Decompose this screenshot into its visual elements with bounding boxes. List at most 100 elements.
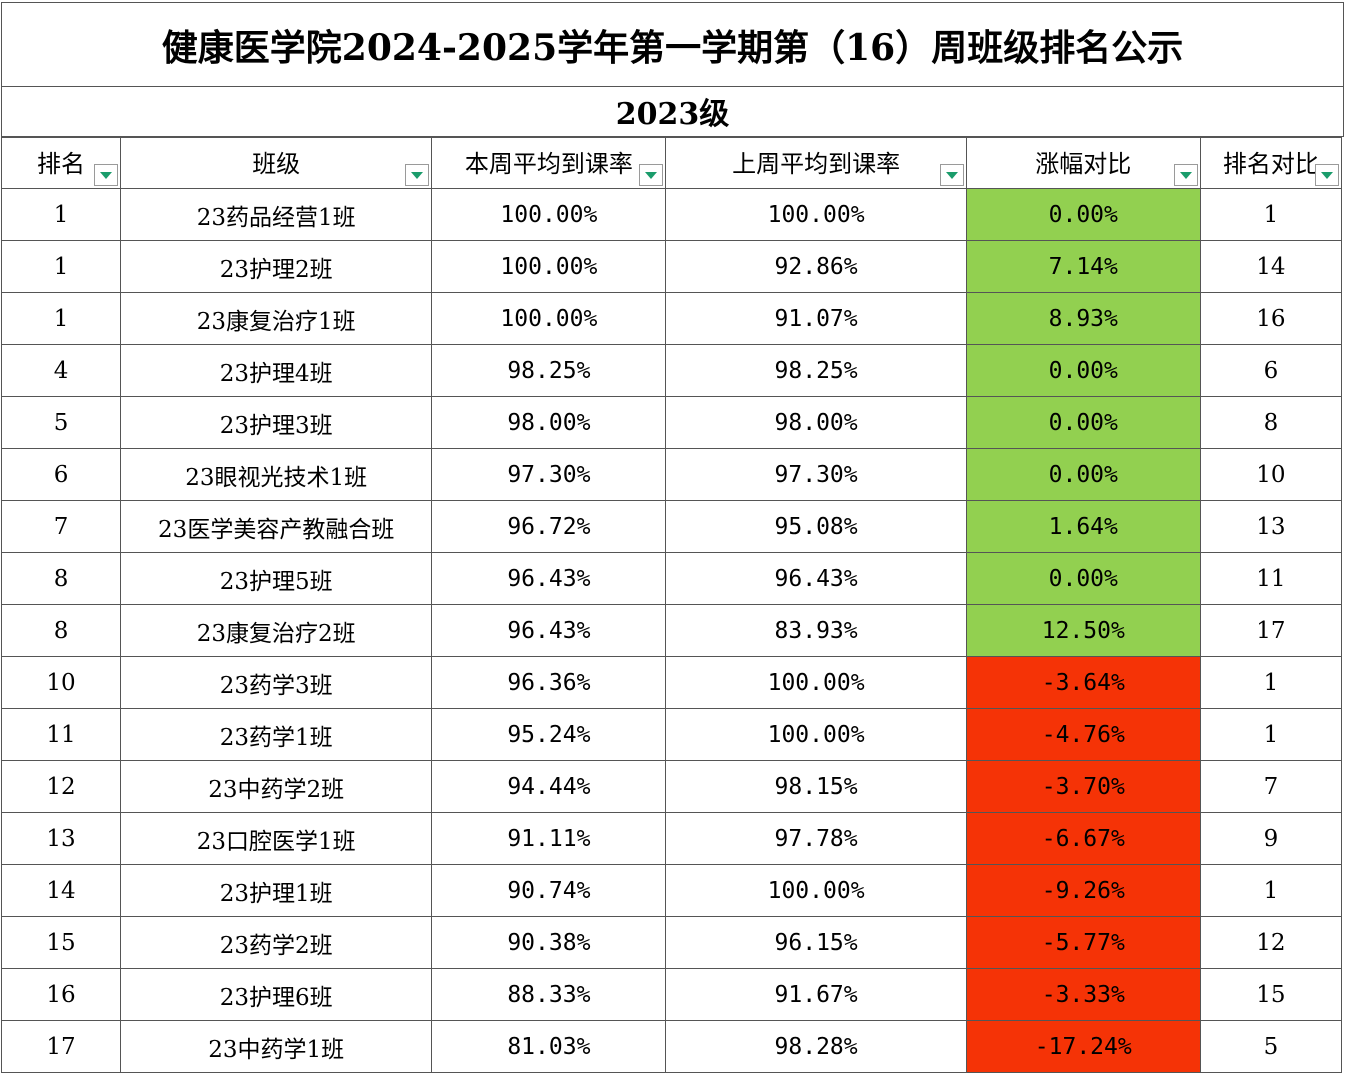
cell-change[interactable]: -3.64%: [965, 656, 1201, 709]
cell-rank-compare[interactable]: 17: [1199, 604, 1343, 657]
cell-rank-compare[interactable]: 15: [1199, 968, 1343, 1021]
cell-rank[interactable]: 5: [0, 396, 122, 449]
cell-change[interactable]: -3.33%: [965, 968, 1201, 1021]
cell-this-week[interactable]: 96.72%: [431, 500, 667, 553]
cell-class[interactable]: 23护理1班: [120, 864, 433, 917]
cell-this-week[interactable]: 81.03%: [431, 1020, 667, 1073]
cell-rank[interactable]: 14: [0, 864, 122, 917]
cell-this-week[interactable]: 96.43%: [431, 552, 667, 605]
cell-rank[interactable]: 15: [0, 916, 122, 969]
cell-rank-compare[interactable]: 10: [1199, 448, 1343, 501]
cell-rank-compare[interactable]: 13: [1199, 500, 1343, 553]
cell-class[interactable]: 23药品经营1班: [120, 188, 433, 241]
cell-class[interactable]: 23眼视光技术1班: [120, 448, 433, 501]
filter-dropdown-button[interactable]: [1173, 164, 1198, 186]
filter-dropdown-button[interactable]: [94, 164, 119, 186]
cell-last-week[interactable]: 100.00%: [665, 864, 967, 917]
cell-this-week[interactable]: 97.30%: [431, 448, 667, 501]
filter-dropdown-button[interactable]: [939, 164, 964, 186]
cell-change[interactable]: 0.00%: [965, 448, 1201, 501]
cell-last-week[interactable]: 98.28%: [665, 1020, 967, 1073]
cell-last-week[interactable]: 100.00%: [665, 656, 967, 709]
cell-change[interactable]: -9.26%: [965, 864, 1201, 917]
cell-rank-compare[interactable]: 9: [1199, 812, 1343, 865]
cell-this-week[interactable]: 96.43%: [431, 604, 667, 657]
cell-change[interactable]: -3.70%: [965, 760, 1201, 813]
cell-rank[interactable]: 4: [0, 344, 122, 397]
cell-last-week[interactable]: 91.67%: [665, 968, 967, 1021]
cell-this-week[interactable]: 100.00%: [431, 188, 667, 241]
cell-rank[interactable]: 13: [0, 812, 122, 865]
cell-rank-compare[interactable]: 8: [1199, 396, 1343, 449]
cell-rank-compare[interactable]: 1: [1199, 708, 1343, 761]
filter-dropdown-button[interactable]: [1315, 164, 1339, 186]
cell-last-week[interactable]: 96.43%: [665, 552, 967, 605]
cell-rank[interactable]: 11: [0, 708, 122, 761]
cell-this-week[interactable]: 88.33%: [431, 968, 667, 1021]
cell-last-week[interactable]: 98.25%: [665, 344, 967, 397]
cell-class[interactable]: 23药学1班: [120, 708, 433, 761]
cell-rank[interactable]: 8: [0, 552, 122, 605]
cell-last-week[interactable]: 98.00%: [665, 396, 967, 449]
cell-rank[interactable]: 16: [0, 968, 122, 1021]
cell-rank-compare[interactable]: 5: [1199, 1020, 1343, 1073]
cell-class[interactable]: 23药学3班: [120, 656, 433, 709]
cell-change[interactable]: 1.64%: [965, 500, 1201, 553]
cell-rank-compare[interactable]: 1: [1199, 864, 1343, 917]
cell-this-week[interactable]: 90.38%: [431, 916, 667, 969]
filter-dropdown-button[interactable]: [405, 164, 430, 186]
cell-last-week[interactable]: 100.00%: [665, 708, 967, 761]
cell-this-week[interactable]: 98.00%: [431, 396, 667, 449]
cell-this-week[interactable]: 96.36%: [431, 656, 667, 709]
cell-last-week[interactable]: 83.93%: [665, 604, 967, 657]
cell-rank-compare[interactable]: 11: [1199, 552, 1343, 605]
cell-rank[interactable]: 12: [0, 760, 122, 813]
cell-this-week[interactable]: 90.74%: [431, 864, 667, 917]
cell-change[interactable]: 7.14%: [965, 240, 1201, 293]
cell-change[interactable]: 8.93%: [965, 292, 1201, 345]
cell-class[interactable]: 23中药学2班: [120, 760, 433, 813]
cell-rank-compare[interactable]: 12: [1199, 916, 1343, 969]
cell-this-week[interactable]: 91.11%: [431, 812, 667, 865]
cell-last-week[interactable]: 100.00%: [665, 188, 967, 241]
cell-class[interactable]: 23康复治疗1班: [120, 292, 433, 345]
cell-this-week[interactable]: 98.25%: [431, 344, 667, 397]
cell-last-week[interactable]: 92.86%: [665, 240, 967, 293]
cell-last-week[interactable]: 91.07%: [665, 292, 967, 345]
cell-class[interactable]: 23护理4班: [120, 344, 433, 397]
cell-class[interactable]: 23护理5班: [120, 552, 433, 605]
cell-rank[interactable]: 7: [0, 500, 122, 553]
cell-class[interactable]: 23护理6班: [120, 968, 433, 1021]
cell-rank[interactable]: 1: [0, 292, 122, 345]
cell-change[interactable]: 0.00%: [965, 396, 1201, 449]
cell-rank-compare[interactable]: 1: [1199, 188, 1343, 241]
cell-change[interactable]: 0.00%: [965, 344, 1201, 397]
cell-rank[interactable]: 1: [0, 188, 122, 241]
filter-dropdown-button[interactable]: [639, 164, 664, 186]
cell-class[interactable]: 23护理2班: [120, 240, 433, 293]
cell-last-week[interactable]: 98.15%: [665, 760, 967, 813]
cell-this-week[interactable]: 94.44%: [431, 760, 667, 813]
cell-class[interactable]: 23中药学1班: [120, 1020, 433, 1073]
cell-class[interactable]: 23护理3班: [120, 396, 433, 449]
cell-change[interactable]: -5.77%: [965, 916, 1201, 969]
cell-class[interactable]: 23药学2班: [120, 916, 433, 969]
cell-rank[interactable]: 10: [0, 656, 122, 709]
cell-rank-compare[interactable]: 6: [1199, 344, 1343, 397]
cell-class[interactable]: 23医学美容产教融合班: [120, 500, 433, 553]
cell-last-week[interactable]: 97.78%: [665, 812, 967, 865]
cell-rank[interactable]: 8: [0, 604, 122, 657]
cell-rank[interactable]: 17: [0, 1020, 122, 1073]
cell-rank-compare[interactable]: 1: [1199, 656, 1343, 709]
cell-rank-compare[interactable]: 7: [1199, 760, 1343, 813]
cell-change[interactable]: -6.67%: [965, 812, 1201, 865]
cell-rank-compare[interactable]: 16: [1199, 292, 1343, 345]
cell-change[interactable]: -4.76%: [965, 708, 1201, 761]
cell-change[interactable]: 0.00%: [965, 552, 1201, 605]
cell-this-week[interactable]: 100.00%: [431, 292, 667, 345]
cell-class[interactable]: 23康复治疗2班: [120, 604, 433, 657]
cell-last-week[interactable]: 97.30%: [665, 448, 967, 501]
cell-last-week[interactable]: 96.15%: [665, 916, 967, 969]
cell-change[interactable]: -17.24%: [965, 1020, 1201, 1073]
cell-rank-compare[interactable]: 14: [1199, 240, 1343, 293]
